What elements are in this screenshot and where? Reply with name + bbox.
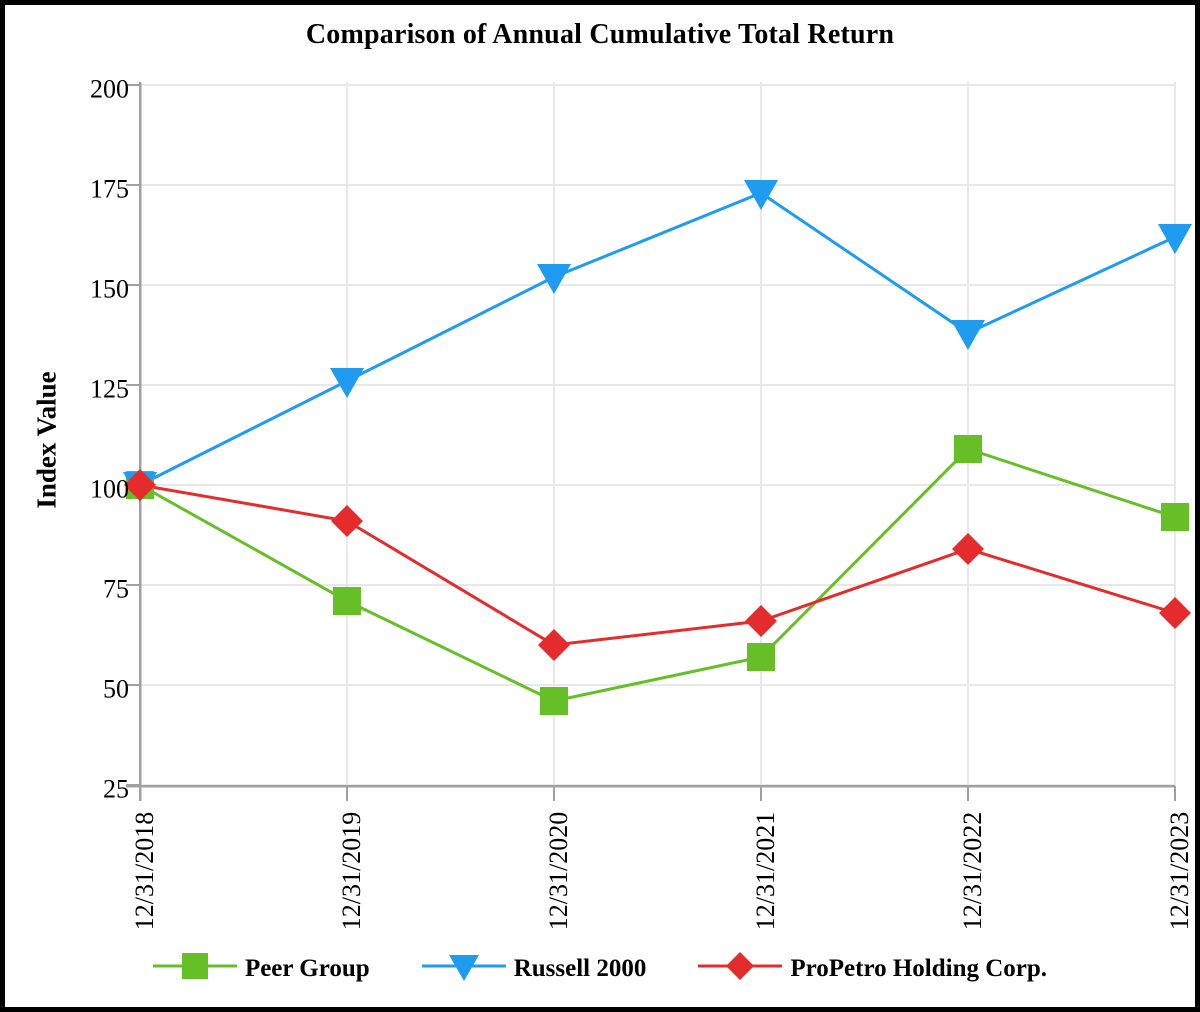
series-propetro-holding-corp--marker	[745, 605, 777, 637]
x-tick-label: 12/31/2019	[337, 811, 366, 931]
legend-item-peer-group: Peer Group	[152, 949, 370, 988]
series-russell-2000-marker	[537, 264, 571, 294]
legend-label: ProPetro Holding Corp.	[790, 954, 1048, 982]
x-tick-label: 12/31/2020	[544, 811, 573, 931]
series-peer-group-marker	[540, 687, 568, 715]
series-propetro-holding-corp--marker	[538, 629, 570, 661]
square-marker-icon	[152, 949, 237, 988]
series-propetro-holding-corp--marker	[331, 505, 363, 537]
legend-label: Russell 2000	[513, 954, 647, 982]
x-tick-label: 12/31/2018	[130, 811, 159, 931]
y-tick-label: 125	[90, 374, 129, 404]
legend-item-russell-2000: Russell 2000	[421, 949, 647, 988]
square-icon	[181, 953, 208, 979]
y-tick-label: 175	[90, 174, 129, 204]
y-tick-label: 25	[103, 774, 129, 804]
x-tick-label: 12/31/2022	[958, 811, 987, 931]
series-russell-2000-marker	[330, 368, 364, 398]
chart-legend: Peer Group Russell 2000 ProPetro Holding…	[5, 949, 1195, 988]
series-line-peer-group	[139, 447, 1176, 703]
legend-swatch-graphic	[421, 955, 506, 981]
series-russell-2000-marker	[744, 180, 778, 210]
x-tick-label: 12/31/2023	[1165, 811, 1194, 931]
series-peer-group-marker	[954, 435, 982, 463]
series-propetro-holding-corp--marker	[952, 533, 984, 565]
legend-label: Peer Group	[244, 954, 370, 982]
series-russell-2000-marker	[951, 320, 985, 350]
triangle-down-marker-icon	[421, 949, 506, 988]
series-russell-2000-marker	[1158, 224, 1192, 254]
y-tick-label: 100	[90, 474, 129, 504]
series-peer-group-marker	[747, 643, 775, 671]
chart-plot	[123, 82, 1192, 801]
series-line-propetro-holding-corp-	[139, 483, 1176, 647]
triangle-down-icon	[448, 955, 479, 981]
series-peer-group-marker	[333, 587, 361, 615]
y-tick-label: 200	[90, 74, 129, 104]
diamond-icon	[726, 952, 755, 980]
y-tick-label: 75	[103, 574, 129, 604]
series-line-russell-2000	[139, 191, 1176, 487]
series-propetro-holding-corp--marker	[1159, 597, 1191, 629]
legend-swatch-graphic	[698, 952, 783, 980]
chart-title: Comparison of Annual Cumulative Total Re…	[305, 19, 895, 50]
legend-swatch-graphic	[152, 953, 237, 979]
series-propetro-holding-corp--marker	[124, 469, 156, 501]
diamond-marker-icon	[698, 949, 783, 988]
y-tick-label: 150	[90, 274, 129, 304]
x-tick-label: 12/31/2021	[751, 811, 780, 931]
series-peer-group-marker	[1161, 503, 1189, 531]
legend-item-propetro: ProPetro Holding Corp.	[698, 949, 1047, 988]
y-tick-label: 50	[103, 674, 129, 704]
